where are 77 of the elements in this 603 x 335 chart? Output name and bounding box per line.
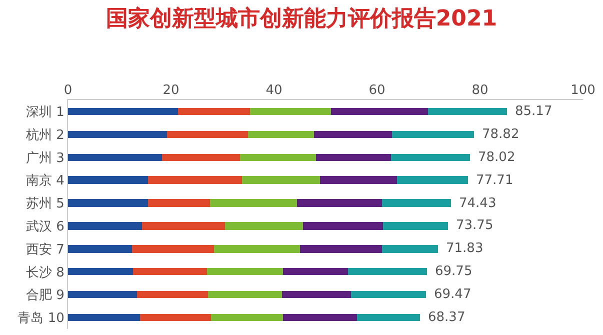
bar bbox=[148, 199, 210, 207]
bar bbox=[392, 131, 474, 138]
bar bbox=[383, 222, 448, 230]
bar bbox=[68, 176, 148, 184]
bar bbox=[68, 222, 142, 230]
chart-title: 国家创新型城市创新能力评价报告2021 bbox=[106, 5, 498, 32]
x-tick-label: 20 bbox=[162, 82, 180, 98]
bar bbox=[316, 154, 391, 161]
total-label: 69.75 bbox=[435, 264, 472, 279]
bar bbox=[68, 108, 178, 115]
bar bbox=[68, 314, 140, 321]
bar bbox=[428, 108, 507, 115]
total-label: 71.83 bbox=[446, 241, 484, 256]
bar bbox=[137, 291, 208, 298]
bar bbox=[397, 176, 468, 184]
bar bbox=[68, 268, 133, 275]
y-tick-label: 广州 3 bbox=[26, 150, 64, 166]
bar bbox=[300, 245, 382, 253]
bar bbox=[314, 131, 392, 138]
bar bbox=[283, 268, 348, 275]
bar bbox=[133, 268, 207, 275]
bar bbox=[210, 199, 297, 207]
bar bbox=[248, 131, 314, 138]
bar bbox=[242, 176, 320, 184]
bar bbox=[382, 245, 438, 253]
y-tick-label: 苏州 5 bbox=[26, 196, 64, 212]
x-tick-label: 0 bbox=[64, 82, 72, 98]
bar bbox=[250, 108, 331, 115]
total-label: 73.75 bbox=[456, 218, 494, 233]
total-label: 77.71 bbox=[476, 173, 514, 188]
total-label: 74.43 bbox=[459, 196, 496, 211]
bar bbox=[282, 291, 351, 298]
bar bbox=[68, 154, 162, 161]
bar bbox=[320, 176, 397, 184]
y-tick-label: 深圳 1 bbox=[26, 105, 64, 120]
bar bbox=[148, 176, 242, 184]
bar bbox=[303, 222, 383, 230]
bar bbox=[178, 108, 250, 115]
bar bbox=[132, 245, 214, 253]
bar bbox=[297, 199, 382, 207]
y-tick-label: 长沙 8 bbox=[26, 265, 64, 280]
bar bbox=[208, 291, 282, 298]
total-label: 85.17 bbox=[515, 104, 552, 119]
bar bbox=[211, 314, 283, 321]
bar bbox=[142, 222, 225, 230]
x-tick-label: 40 bbox=[266, 82, 282, 98]
total-label: 78.02 bbox=[478, 150, 516, 165]
bar bbox=[357, 314, 420, 321]
bar bbox=[283, 314, 357, 321]
x-tick-label: 60 bbox=[368, 82, 386, 98]
bar bbox=[348, 268, 427, 275]
bar bbox=[140, 314, 211, 321]
total-label: 69.47 bbox=[434, 287, 472, 302]
y-tick-label: 南京 4 bbox=[26, 174, 64, 189]
y-tick-label: 青岛 10 bbox=[18, 311, 64, 326]
bar bbox=[207, 268, 283, 275]
bar bbox=[162, 154, 240, 161]
y-tick-label: 杭州 2 bbox=[24, 128, 64, 143]
bar bbox=[68, 131, 167, 138]
y-tick-label: 武汉 6 bbox=[26, 220, 64, 234]
bar bbox=[382, 199, 451, 207]
bar bbox=[167, 131, 248, 138]
bar bbox=[214, 245, 300, 253]
bar bbox=[331, 108, 428, 115]
y-tick-label: 西安 7 bbox=[26, 241, 64, 258]
bar bbox=[240, 154, 316, 161]
bar bbox=[68, 291, 137, 298]
total-label: 78.82 bbox=[482, 127, 520, 142]
bar bbox=[68, 199, 148, 207]
total-label: 68.37 bbox=[428, 310, 466, 325]
bar bbox=[225, 222, 303, 230]
bar bbox=[351, 291, 426, 298]
x-tick-label: 100 bbox=[570, 82, 596, 98]
bar bbox=[391, 154, 470, 161]
x-tick-label: 80 bbox=[472, 82, 488, 98]
y-tick-label: 合肥 9 bbox=[26, 288, 64, 304]
bar bbox=[68, 245, 132, 253]
